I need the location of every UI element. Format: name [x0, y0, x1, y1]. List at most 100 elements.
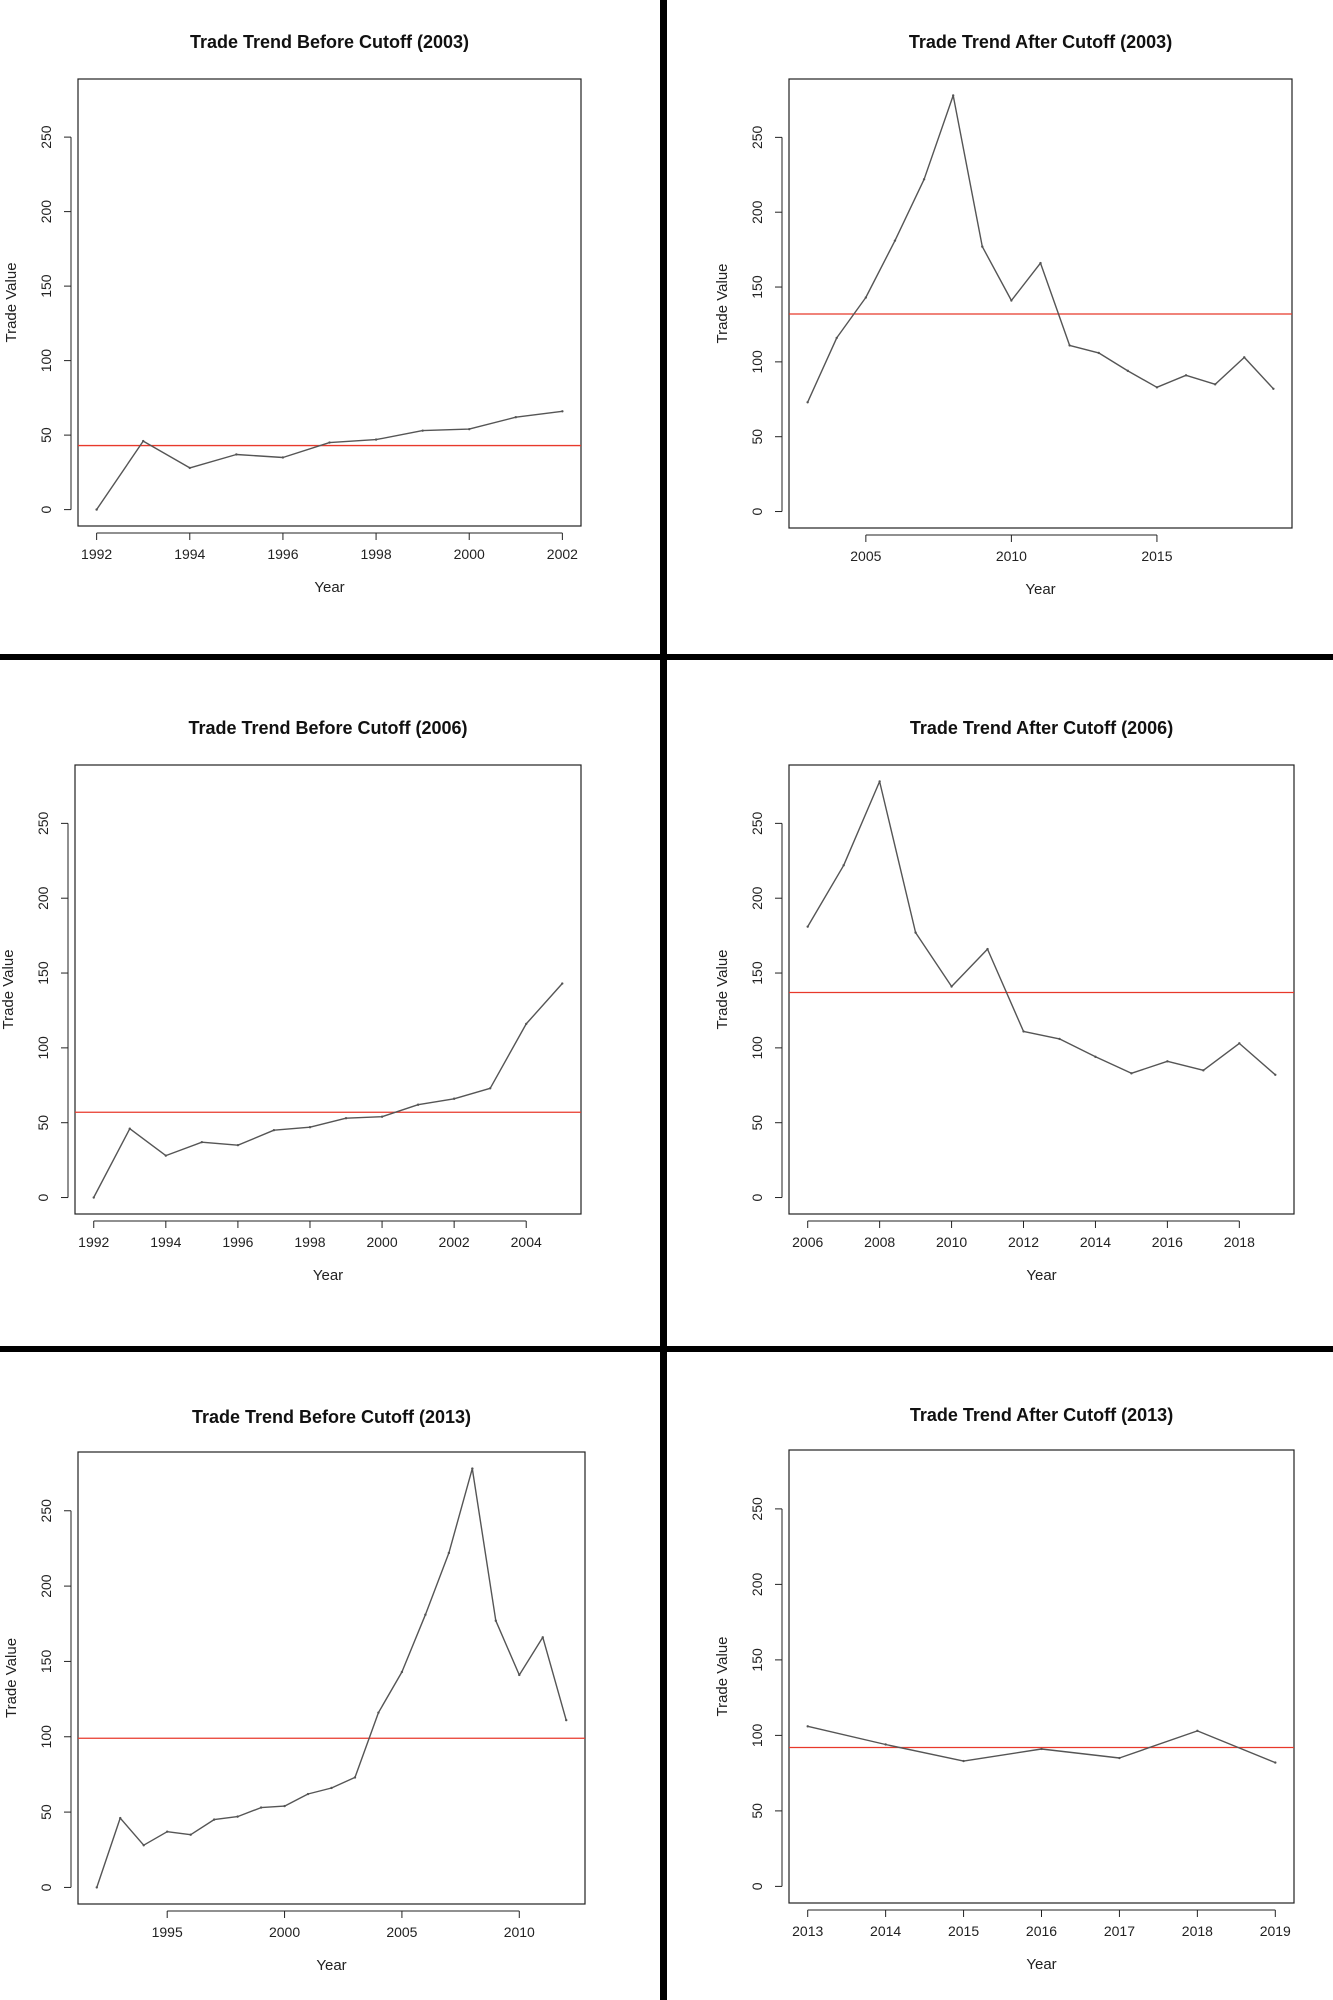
x-tick-label: 2010: [504, 1924, 535, 1940]
x-tick-label: 2002: [547, 546, 578, 562]
x-tick-label: 2002: [439, 1234, 470, 1250]
x-tick-label: 1992: [78, 1234, 109, 1250]
data-point: [1130, 1072, 1133, 1075]
y-tick-label: 200: [749, 1572, 765, 1596]
data-point: [328, 441, 331, 444]
chart-panel-6: Trade Trend After Cutoff (2013) 2013 2014 2…: [714, 1405, 1295, 1973]
series-line: [806, 94, 1274, 403]
y-tick-label: 200: [749, 886, 765, 910]
data-point: [380, 1115, 384, 1118]
data-point: [1155, 386, 1159, 389]
data-point: [400, 1670, 404, 1674]
data-point: [914, 931, 917, 934]
y-tick-label: 100: [749, 1723, 765, 1747]
chart-title: Trade Trend After Cutoff (2006): [910, 718, 1173, 738]
x-axis-label: Year: [1025, 581, 1055, 598]
x-tick-label: 2010: [936, 1234, 967, 1250]
y-tick-label: 50: [749, 1115, 765, 1131]
data-point: [188, 466, 191, 470]
y-axis-label: Trade Value: [3, 1638, 20, 1718]
y-tick-label: 0: [35, 1193, 51, 1201]
x-tick-label: 2005: [386, 1924, 417, 1940]
data-point: [1238, 1042, 1241, 1045]
chart-panel-1: Trade Trend Before Cutoff (2003) 1992 1994…: [3, 32, 582, 596]
x-tick-label: 2016: [1026, 1923, 1057, 1939]
data-point: [842, 864, 845, 867]
data-point: [1274, 1761, 1277, 1764]
data-point: [864, 296, 868, 299]
chart-panel-4: Trade Trend After Cutoff (2006) 2006 2008 2…: [714, 718, 1295, 1284]
chart-title: Trade Trend Before Cutoff (2006): [188, 718, 467, 738]
data-point: [1126, 369, 1130, 373]
x-axis-label: Year: [316, 1957, 346, 1974]
y-tick-label: 150: [35, 961, 51, 985]
data-point: [308, 1125, 312, 1129]
data-point: [1022, 1030, 1025, 1033]
chart-panel-2: Trade Trend After Cutoff (2003) 2005 2010 2…: [714, 32, 1293, 598]
data-point: [494, 1619, 498, 1622]
data-point: [1202, 1069, 1205, 1072]
x-axis-label: Year: [1026, 1956, 1056, 1973]
y-tick-label: 250: [38, 125, 54, 149]
data-point: [236, 1815, 239, 1818]
data-point: [283, 1804, 286, 1808]
data-point: [1196, 1729, 1199, 1733]
horizontal-divider-2: [0, 1346, 1333, 1352]
x-tick-label: 2012: [1008, 1234, 1039, 1250]
data-point: [1058, 1037, 1061, 1041]
plot-frame: [74, 764, 582, 1215]
y-tick-label: 0: [38, 1883, 54, 1891]
data-point: [962, 1759, 965, 1763]
x-tick-label: 2016: [1152, 1234, 1183, 1250]
x-tick-label: 2014: [1080, 1234, 1111, 1250]
y-axis-label: Trade Value: [0, 949, 17, 1029]
y-tick-label: 200: [38, 200, 54, 224]
series-line: [96, 410, 563, 510]
data-point: [981, 245, 984, 248]
chart-title: Trade Trend After Cutoff (2013): [910, 1405, 1173, 1425]
data-point: [212, 1818, 216, 1821]
plot-frame: [77, 78, 582, 527]
series-line: [807, 780, 1276, 1076]
data-point: [922, 178, 926, 181]
data-point: [835, 336, 838, 340]
data-point: [353, 1776, 357, 1779]
data-point: [806, 925, 809, 928]
data-point: [142, 1844, 145, 1847]
x-tick-label: 2000: [454, 546, 485, 562]
data-point: [1272, 387, 1275, 391]
x-axis-label: Year: [314, 579, 344, 596]
data-point: [344, 1117, 348, 1120]
data-point: [1274, 1073, 1277, 1077]
data-point: [806, 401, 809, 404]
data-point: [565, 1718, 568, 1722]
x-tick-label: 2006: [792, 1234, 823, 1250]
y-tick-label: 250: [749, 1497, 765, 1521]
x-tick-label: 2004: [511, 1234, 542, 1250]
data-point: [92, 1196, 95, 1199]
data-point: [142, 439, 145, 443]
y-tick-label: 100: [35, 1036, 51, 1060]
data-point: [128, 1127, 131, 1130]
data-point: [119, 1816, 122, 1820]
x-tick-label: 2015: [1141, 548, 1172, 564]
data-point: [471, 1467, 474, 1470]
vertical-divider: [660, 0, 667, 2000]
y-tick-label: 200: [38, 1574, 54, 1598]
plot-frame: [788, 1449, 1295, 1904]
x-tick-label: 2018: [1182, 1923, 1213, 1939]
x-tick-label: 2005: [850, 548, 881, 564]
data-point: [561, 410, 564, 413]
data-point: [806, 1725, 809, 1728]
data-point: [951, 94, 955, 97]
chart-title: Trade Trend After Cutoff (2003): [909, 32, 1172, 52]
horizontal-divider-1: [0, 654, 1333, 660]
y-tick-label: 250: [749, 125, 765, 149]
data-point: [95, 1886, 98, 1889]
x-tick-label: 1998: [360, 546, 391, 562]
data-point: [468, 427, 471, 431]
x-tick-label: 2008: [864, 1234, 895, 1250]
x-tick-label: 2010: [996, 548, 1027, 564]
chart-title: Trade Trend Before Cutoff (2013): [192, 1407, 471, 1427]
data-point: [1094, 1055, 1097, 1059]
